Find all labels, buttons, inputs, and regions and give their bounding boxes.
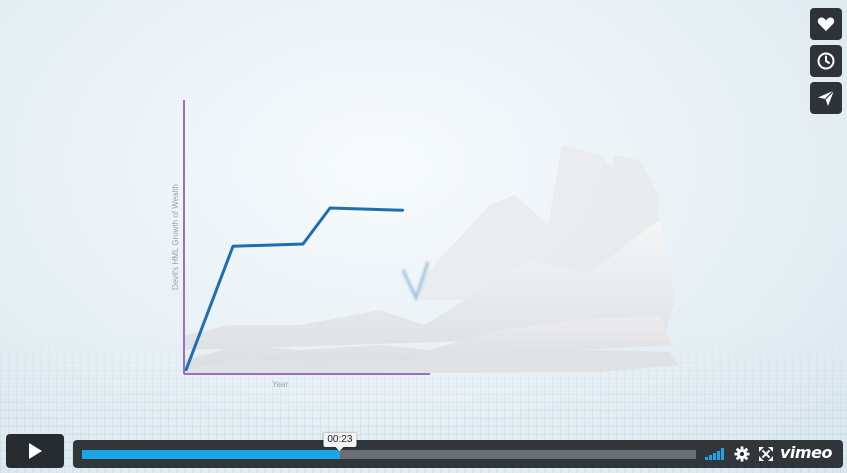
progress-loaded: [82, 450, 696, 459]
volume-bars-icon[interactable]: [705, 448, 726, 460]
vimeo-logo[interactable]: vimeo: [780, 443, 832, 462]
y-axis-label: Devil's HML Growth of Wealth: [171, 184, 180, 290]
data-point: [328, 206, 332, 210]
x-axis-label: Year: [272, 380, 289, 389]
like-button[interactable]: [810, 8, 842, 40]
gear-icon[interactable]: [734, 446, 750, 462]
share-button[interactable]: [810, 82, 842, 114]
progress-bar[interactable]: [82, 450, 696, 459]
data-point: [231, 245, 235, 248]
line-fade-tail: [401, 261, 430, 303]
data-point: [301, 242, 305, 246]
heart-icon: [817, 17, 835, 31]
play-icon: [29, 443, 42, 459]
progress-played: [82, 450, 340, 459]
chart-layer-base: [185, 350, 678, 374]
data-point: [401, 209, 405, 212]
paper-plane-icon: [818, 90, 835, 106]
watch-later-button[interactable]: [810, 45, 842, 77]
control-bar: vimeo: [73, 440, 843, 468]
data-point: [184, 368, 188, 372]
clock-icon: [817, 52, 835, 70]
chart-layer-mid: [185, 220, 675, 350]
play-button[interactable]: [6, 434, 64, 468]
fullscreen-icon[interactable]: [759, 447, 773, 461]
chart-layer-low: [185, 315, 672, 372]
time-tooltip: 00:23: [323, 433, 357, 451]
